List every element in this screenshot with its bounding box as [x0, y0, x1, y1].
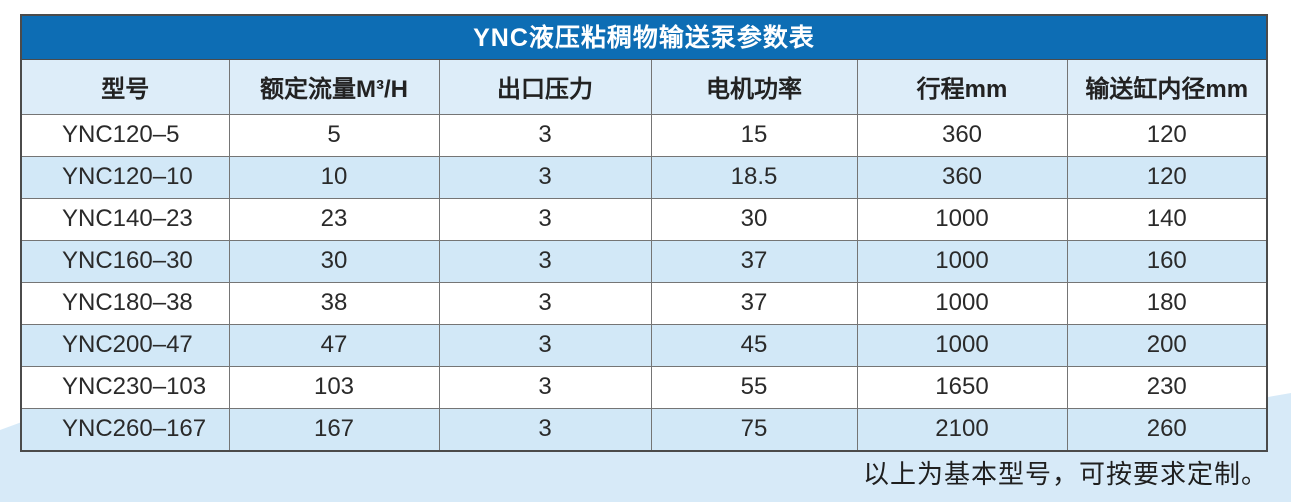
model-cell: YNC120–10: [22, 155, 230, 199]
value-cell: 10: [228, 155, 440, 199]
value-cell: 3: [438, 365, 652, 409]
value-cell: 37: [650, 239, 858, 283]
column-header: 输送缸内径mm: [1066, 60, 1266, 115]
value-cell: 360: [856, 113, 1068, 157]
footer-note: 以上为基本型号，可按要求定制。: [862, 459, 1268, 489]
value-cell: 1000: [856, 281, 1068, 325]
value-cell: 2100: [856, 407, 1068, 450]
model-cell: YNC230–103: [22, 365, 230, 409]
value-cell: 1000: [856, 323, 1068, 367]
table-row: YNC140–23 23 3 30 1000 140: [22, 197, 1266, 241]
table-body: YNC120–5 5 3 15 360 120 YNC120–10 10 3 18.5 360 120…: [22, 113, 1266, 450]
column-header: 额定流量M³/H: [228, 60, 440, 115]
column-header: 电机功率: [650, 60, 858, 115]
spec-table: 型号 额定流量M³/H 出口压力 电机功率 行程mm 输送缸内径mm YNC120–5 5 3…: [22, 60, 1266, 450]
value-cell: 5: [228, 113, 440, 157]
value-cell: 75: [650, 407, 858, 450]
value-cell: 167: [228, 407, 440, 450]
value-cell: 260: [1066, 407, 1266, 450]
value-cell: 1000: [856, 239, 1068, 283]
table-row: YNC180–38 38 3 37 1000 180: [22, 281, 1266, 325]
value-cell: 200: [1066, 323, 1266, 367]
value-cell: 3: [438, 197, 652, 241]
table-title: YNC液压粘稠物输送泵参数表: [22, 16, 1266, 60]
value-cell: 120: [1066, 155, 1266, 199]
value-cell: 45: [650, 323, 858, 367]
value-cell: 3: [438, 281, 652, 325]
table-row: YNC120–10 10 3 18.5 360 120: [22, 155, 1266, 199]
value-cell: 47: [228, 323, 440, 367]
value-cell: 3: [438, 407, 652, 450]
table-row: YNC230–103 103 3 55 1650 230: [22, 365, 1266, 409]
value-cell: 15: [650, 113, 858, 157]
value-cell: 160: [1066, 239, 1266, 283]
value-cell: 1000: [856, 197, 1068, 241]
table-row: YNC160–30 30 3 37 1000 160: [22, 239, 1266, 283]
model-cell: YNC200–47: [22, 323, 230, 367]
model-cell: YNC140–23: [22, 197, 230, 241]
value-cell: 140: [1066, 197, 1266, 241]
value-cell: 30: [650, 197, 858, 241]
value-cell: 3: [438, 239, 652, 283]
value-cell: 30: [228, 239, 440, 283]
value-cell: 18.5: [650, 155, 858, 199]
value-cell: 103: [228, 365, 440, 409]
value-cell: 230: [1066, 365, 1266, 409]
table-row: YNC120–5 5 3 15 360 120: [22, 113, 1266, 157]
value-cell: 23: [228, 197, 440, 241]
table-row: YNC200–47 47 3 45 1000 200: [22, 323, 1266, 367]
model-cell: YNC160–30: [22, 239, 230, 283]
table-header-row: 型号 额定流量M³/H 出口压力 电机功率 行程mm 输送缸内径mm: [22, 60, 1266, 115]
model-cell: YNC120–5: [22, 113, 230, 157]
value-cell: 1650: [856, 365, 1068, 409]
value-cell: 360: [856, 155, 1068, 199]
value-cell: 38: [228, 281, 440, 325]
value-cell: 180: [1066, 281, 1266, 325]
value-cell: 3: [438, 323, 652, 367]
pump-parameter-table: YNC液压粘稠物输送泵参数表 型号 额定流量M³/H 出口压力 电机功率 行程mm 输送缸…: [20, 14, 1268, 452]
value-cell: 3: [438, 113, 652, 157]
model-cell: YNC180–38: [22, 281, 230, 325]
table-row: YNC260–167 167 3 75 2100 260: [22, 407, 1266, 450]
column-header: 型号: [22, 60, 230, 115]
value-cell: 37: [650, 281, 858, 325]
value-cell: 120: [1066, 113, 1266, 157]
model-cell: YNC260–167: [22, 407, 230, 450]
value-cell: 55: [650, 365, 858, 409]
column-header: 行程mm: [856, 60, 1068, 115]
value-cell: 3: [438, 155, 652, 199]
column-header: 出口压力: [438, 60, 652, 115]
